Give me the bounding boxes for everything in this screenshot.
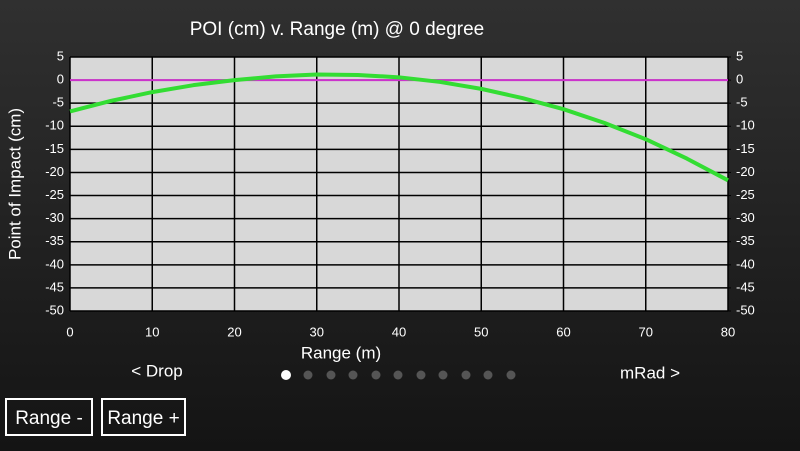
chart-title: POI (cm) v. Range (m) @ 0 degree: [190, 19, 485, 40]
next-page[interactable]: mRad >: [620, 363, 680, 382]
y-tick-label: -35: [45, 233, 64, 248]
y-tick-label: -40: [45, 256, 64, 271]
x-tick-label: 80: [721, 324, 735, 339]
x-tick-label: 40: [392, 324, 406, 339]
page-indicator: [281, 370, 516, 380]
x-tick-label: 10: [145, 324, 159, 339]
x-tick-label: 30: [310, 324, 324, 339]
y-tick-label: -50: [45, 302, 64, 317]
y2-tick-label: -35: [736, 233, 755, 248]
y2-tick-label: -15: [736, 141, 755, 156]
y2-tick-label: 5: [736, 48, 743, 63]
y2-tick-label: -40: [736, 256, 755, 271]
y-tick-label: -10: [45, 118, 64, 133]
y2-tick-label: -25: [736, 187, 755, 202]
y2-tick-label: -30: [736, 210, 755, 225]
y2-tick-label: -10: [736, 118, 755, 133]
y2-tick-label: -5: [736, 95, 748, 110]
y2-tick-label: -20: [736, 164, 755, 179]
x-tick-label: 0: [66, 324, 73, 339]
x-tick-label: 60: [556, 324, 570, 339]
x-tick-label: 70: [639, 324, 653, 339]
y2-tick-label: -50: [736, 302, 755, 317]
y-tick-label: -15: [45, 141, 64, 156]
y-tick-label: -45: [45, 279, 64, 294]
y-tick-label: -5: [52, 95, 64, 110]
x-axis-label: Range (m): [301, 343, 381, 362]
y-tick-label: 5: [57, 48, 64, 63]
y-tick-label: -25: [45, 187, 64, 202]
x-tick-label: 50: [474, 324, 488, 339]
range-minus-button[interactable]: Range -: [5, 398, 93, 436]
x-tick-label: 20: [227, 324, 241, 339]
y-axis-label: Point of Impact (cm): [5, 108, 24, 260]
y-tick-label: 0: [57, 72, 64, 87]
y-tick-label: -30: [45, 210, 64, 225]
y2-tick-label: 0: [736, 72, 743, 87]
y-tick-label: -20: [45, 164, 64, 179]
prev-page[interactable]: < Drop: [131, 361, 183, 380]
y2-tick-label: -45: [736, 279, 755, 294]
range-plus-button[interactable]: Range +: [101, 398, 186, 436]
series-line: [69, 72, 729, 183]
